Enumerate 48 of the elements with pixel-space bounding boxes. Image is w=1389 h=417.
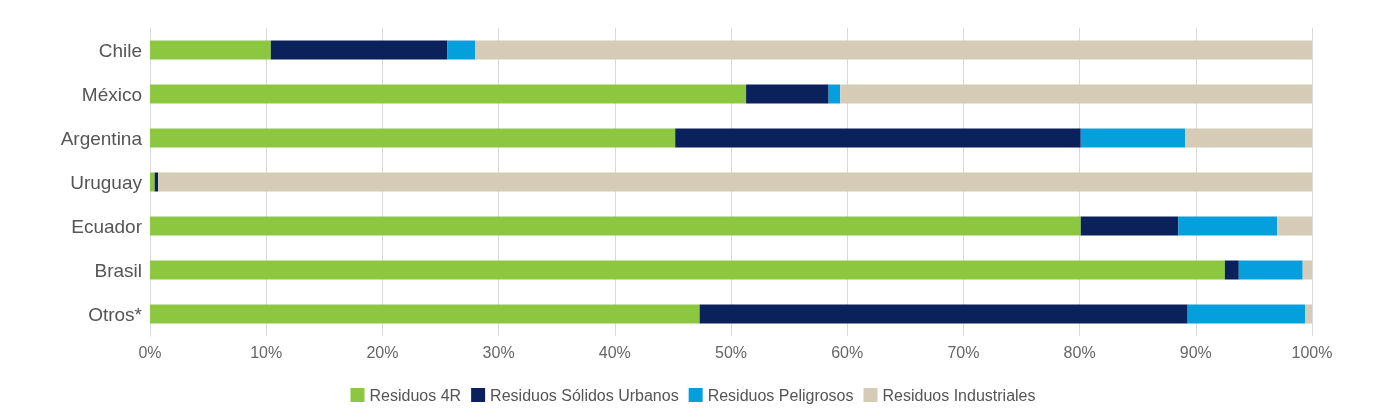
y-tick-label: Otros* — [88, 303, 143, 325]
bar — [828, 84, 841, 104]
x-tick-label: 0% — [138, 343, 162, 361]
bar — [150, 128, 676, 148]
bar — [150, 84, 747, 104]
x-tick-label: 20% — [366, 343, 399, 361]
bar — [1238, 260, 1303, 280]
bar — [746, 84, 829, 104]
bar — [158, 172, 1312, 192]
bar — [1185, 128, 1312, 148]
x-tick-label: 90% — [1179, 343, 1212, 361]
bar — [150, 304, 700, 324]
bar — [1302, 260, 1312, 280]
bar — [675, 128, 1081, 148]
bar — [1080, 216, 1179, 236]
y-tick-label: Chile — [98, 39, 142, 61]
bar — [150, 40, 271, 60]
x-tick-label: 80% — [1063, 343, 1096, 361]
bar — [150, 216, 1081, 236]
x-tick-label: 50% — [714, 343, 748, 361]
x-tick-label: 30% — [482, 343, 515, 361]
bar — [1277, 216, 1312, 236]
y-tick-label: Ecuador — [71, 215, 143, 237]
bar — [447, 40, 476, 60]
bar — [150, 172, 155, 192]
bar — [1224, 260, 1239, 280]
bar — [840, 84, 1312, 104]
x-tick-label: 10% — [250, 343, 283, 361]
bar — [1178, 216, 1278, 236]
bar — [270, 40, 448, 60]
legend-label: Residuos Sólidos Urbanos — [490, 386, 679, 404]
x-tick-label: 70% — [947, 343, 980, 361]
x-tick-label: 100% — [1291, 343, 1333, 361]
legend-label: Residuos Industriales — [882, 386, 1036, 404]
y-tick-label: Uruguay — [70, 171, 143, 193]
legend-label: Residuos Peligrosos — [707, 386, 854, 404]
y-tick-label: Brasil — [94, 259, 142, 281]
x-tick-label: 40% — [598, 343, 631, 361]
y-tick-label: Argentina — [60, 127, 143, 149]
bar — [1305, 304, 1312, 324]
bar — [1080, 128, 1186, 148]
bar — [699, 304, 1188, 324]
x-tick-label: 60% — [831, 343, 864, 361]
bar — [1187, 304, 1306, 324]
legend-label: Residuos 4R — [369, 386, 462, 404]
bar — [475, 40, 1312, 60]
bar — [150, 260, 1225, 280]
y-tick-label: México — [81, 83, 142, 105]
